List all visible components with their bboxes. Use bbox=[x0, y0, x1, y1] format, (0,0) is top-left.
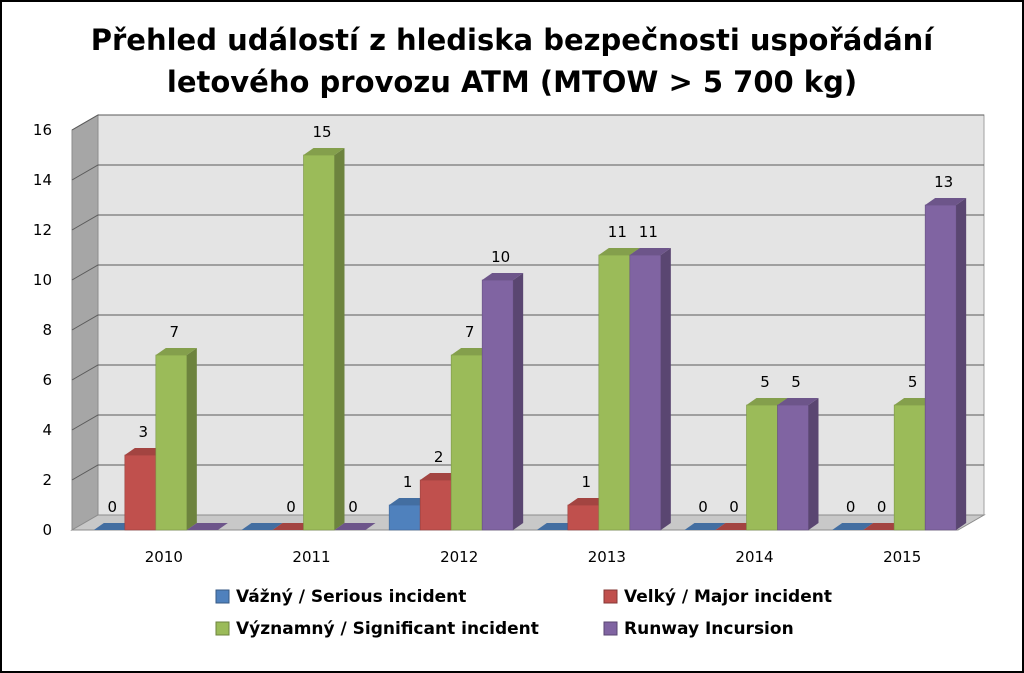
data-label: 11 bbox=[608, 223, 627, 241]
data-label: 11 bbox=[639, 223, 658, 241]
data-label: 0 bbox=[286, 498, 296, 516]
y-tick-label: 4 bbox=[42, 421, 52, 439]
bar bbox=[598, 254, 631, 531]
bar bbox=[893, 404, 926, 531]
gridline bbox=[71, 314, 984, 331]
bar-side bbox=[513, 273, 524, 530]
data-label: 1 bbox=[582, 473, 592, 491]
legend-swatch bbox=[603, 621, 618, 636]
bar-zero bbox=[186, 523, 228, 530]
bar-side bbox=[186, 348, 197, 530]
y-tick-label: 0 bbox=[42, 521, 52, 539]
data-label: 5 bbox=[908, 373, 918, 391]
legend-label: Runway Incursion bbox=[624, 619, 794, 639]
bar bbox=[303, 154, 335, 531]
y-tick-label: 6 bbox=[42, 371, 52, 389]
legend-swatch bbox=[215, 621, 230, 636]
chart-title-line-1: Přehled událostí z hlediska bezpečnosti … bbox=[91, 23, 936, 57]
data-label: 10 bbox=[491, 248, 510, 266]
gridline bbox=[71, 214, 984, 231]
gridline bbox=[71, 164, 984, 181]
bar-top bbox=[598, 248, 640, 255]
bar bbox=[481, 279, 514, 531]
data-label: 0 bbox=[729, 498, 739, 516]
y-tick-label: 8 bbox=[42, 321, 52, 339]
gridline bbox=[71, 264, 984, 281]
bar-zero bbox=[241, 523, 283, 530]
x-tick-label: 2015 bbox=[883, 548, 921, 566]
legend-label: Velký / Major incident bbox=[624, 587, 832, 607]
data-label: 0 bbox=[108, 498, 118, 516]
data-label: 3 bbox=[139, 423, 149, 441]
bar-side bbox=[808, 398, 819, 530]
gridline bbox=[71, 114, 984, 131]
bar bbox=[124, 454, 157, 531]
bar-zero bbox=[832, 523, 874, 530]
data-label: 5 bbox=[791, 373, 801, 391]
data-label: 2 bbox=[434, 448, 444, 466]
y-tick-label: 12 bbox=[33, 221, 52, 239]
x-tick-label: 2010 bbox=[145, 548, 183, 566]
x-tick-label: 2014 bbox=[735, 548, 773, 566]
legend-label: Významný / Significant incident bbox=[236, 619, 539, 639]
data-label: 7 bbox=[170, 323, 180, 341]
x-tick-label: 2012 bbox=[440, 548, 478, 566]
data-label: 13 bbox=[934, 173, 953, 191]
data-label: 0 bbox=[877, 498, 887, 516]
data-label: 0 bbox=[846, 498, 856, 516]
bar bbox=[777, 404, 809, 531]
bar bbox=[450, 354, 483, 531]
plot-area: 0246810121416037201001502011127102012111… bbox=[33, 114, 986, 566]
legend: Vážný / Serious incident Velký / Major in… bbox=[215, 587, 832, 639]
gridline bbox=[71, 464, 984, 481]
legend-swatch bbox=[215, 589, 230, 604]
y-tick-label: 2 bbox=[42, 471, 52, 489]
data-label: 5 bbox=[760, 373, 770, 391]
bar bbox=[746, 404, 778, 531]
data-label: 7 bbox=[465, 323, 475, 341]
bar-side bbox=[956, 198, 967, 530]
bar-top bbox=[777, 398, 819, 405]
data-label: 1 bbox=[403, 473, 413, 491]
data-label: 0 bbox=[348, 498, 358, 516]
bar-top bbox=[482, 273, 524, 280]
gridline bbox=[71, 414, 984, 431]
bar-top bbox=[155, 348, 197, 355]
bar bbox=[629, 254, 662, 531]
bar bbox=[155, 354, 188, 531]
gridline bbox=[71, 364, 984, 381]
bar-top bbox=[925, 198, 967, 205]
data-label: 0 bbox=[698, 498, 708, 516]
data-label: 15 bbox=[312, 123, 331, 141]
y-tick-label: 14 bbox=[33, 171, 52, 189]
bar-top bbox=[629, 248, 671, 255]
y-tick-label: 10 bbox=[33, 271, 52, 289]
chart-title-line-2: letového provozu ATM (MTOW > 5 700 kg) bbox=[167, 65, 857, 99]
bar bbox=[567, 504, 600, 531]
x-tick-label: 2011 bbox=[292, 548, 330, 566]
bar-zero bbox=[684, 523, 726, 530]
legend-swatch bbox=[603, 589, 618, 604]
bar-side bbox=[334, 148, 345, 530]
legend-label: Vážný / Serious incident bbox=[236, 587, 466, 607]
bar-top bbox=[303, 148, 345, 155]
bar-side bbox=[660, 248, 671, 530]
bar bbox=[419, 479, 452, 531]
bar bbox=[924, 204, 957, 531]
bar-top bbox=[746, 398, 788, 405]
y-tick-label: 16 bbox=[33, 121, 52, 139]
bar bbox=[388, 504, 421, 531]
bar-zero bbox=[334, 523, 376, 530]
x-tick-label: 2013 bbox=[588, 548, 626, 566]
